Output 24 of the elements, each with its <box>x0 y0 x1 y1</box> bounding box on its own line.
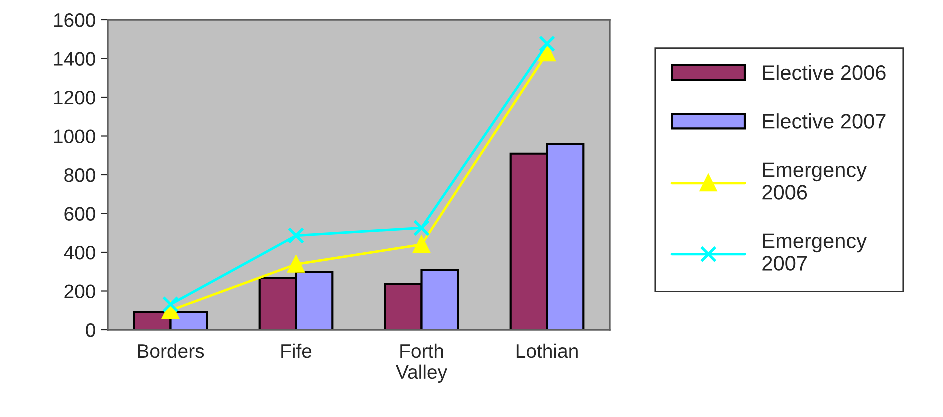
point <box>162 296 180 313</box>
y-tick-label: 1000 <box>54 130 96 144</box>
legend-label: Elective 2007 <box>763 114 886 129</box>
point <box>288 228 305 244</box>
x-tick-label: Lothian <box>516 344 578 358</box>
legend-label: Elective 2006 <box>763 64 886 80</box>
point <box>538 36 556 52</box>
y-tick-label: 1400 <box>54 52 96 66</box>
point <box>538 44 556 62</box>
y-tick-label: 1600 <box>54 13 96 28</box>
y-tick-label: 1200 <box>54 90 96 105</box>
x-tick-label: Forth Valley <box>396 344 448 383</box>
y-tick-label: 400 <box>64 246 96 260</box>
y-tick-label: 200 <box>64 284 96 298</box>
point <box>288 256 305 273</box>
legend-label: Emergency 2007 <box>762 234 867 271</box>
y-tick-label: 0 <box>86 323 96 338</box>
legend-label: Emergency 2006 <box>762 162 867 200</box>
y-tick-label: 600 <box>64 207 96 221</box>
y-tick-label: 800 <box>64 168 96 182</box>
x-tick-label: Fife <box>282 344 312 358</box>
point <box>413 220 430 236</box>
x-tick-label: Borders <box>138 344 204 358</box>
point <box>413 236 430 254</box>
